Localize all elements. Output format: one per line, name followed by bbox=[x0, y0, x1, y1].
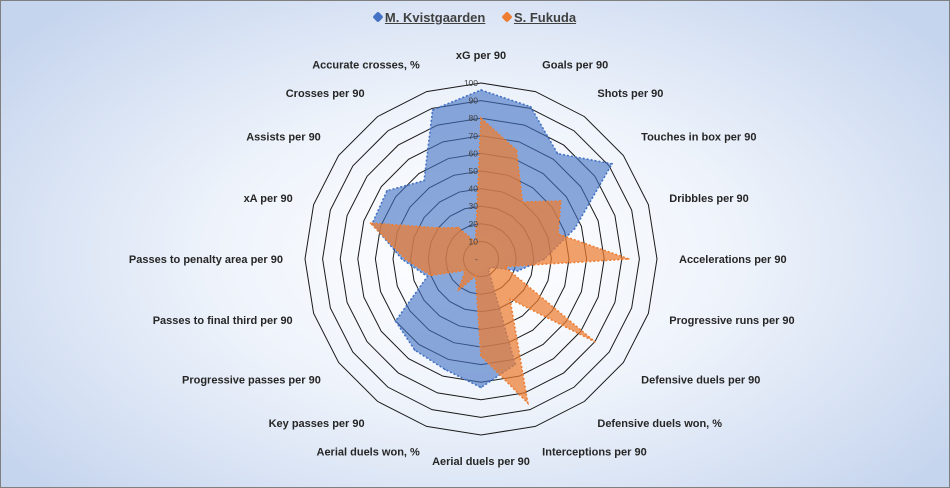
series-2-point-18 bbox=[437, 227, 440, 229]
axis-label-18: Assists per 90 bbox=[246, 132, 321, 144]
axis-label-15: Passes to final third per 90 bbox=[153, 315, 293, 327]
tick-label-30: 30 bbox=[469, 201, 479, 211]
legend-item-series-2[interactable]: S. Fukuda bbox=[501, 9, 577, 25]
tick-label-10: 10 bbox=[469, 236, 479, 246]
tick-label-0: - bbox=[475, 254, 478, 264]
axis-label-19: Crosses per 90 bbox=[286, 88, 365, 100]
axis-label-11: Aerial duels per 90 bbox=[432, 456, 530, 468]
series-1-point-7 bbox=[517, 270, 519, 272]
series-1-point-4 bbox=[611, 163, 613, 165]
series-1-point-13 bbox=[413, 349, 416, 351]
series-2-point-9 bbox=[509, 298, 511, 300]
series-1-point-14 bbox=[394, 320, 397, 322]
legend-item-series-1[interactable]: M. Kvistgaarden bbox=[372, 9, 486, 25]
axis-label-17: xA per 90 bbox=[244, 193, 293, 205]
gridline-90 bbox=[322, 100, 640, 418]
tick-label-50: 50 bbox=[469, 166, 479, 176]
series-2-point-3 bbox=[521, 201, 524, 203]
series-2-point-10 bbox=[526, 402, 529, 404]
series-1-point-19 bbox=[423, 179, 425, 182]
legend-label-series-2: S. Fukuda bbox=[513, 9, 577, 25]
series-area-2 bbox=[368, 116, 630, 406]
axis-label-20: Accurate crosses, % bbox=[312, 60, 420, 72]
series-2-point-15 bbox=[429, 274, 432, 277]
series-1-point-16 bbox=[401, 258, 403, 260]
legend-label-series-1: M. Kvistgaarden bbox=[384, 9, 486, 25]
tick-label-90: 90 bbox=[469, 96, 479, 106]
axis-label-13: Key passes per 90 bbox=[269, 418, 365, 430]
gridline-80 bbox=[339, 117, 623, 401]
series-2-point-16 bbox=[404, 258, 407, 260]
axis-label-1: xG per 90 bbox=[456, 50, 506, 62]
series-2-point-7 bbox=[503, 265, 506, 268]
series-1-point-20 bbox=[431, 109, 434, 111]
tick-label-40: 40 bbox=[469, 184, 479, 194]
axis-label-16: Passes to penalty area per 90 bbox=[129, 254, 283, 266]
series-2-point-17 bbox=[369, 222, 372, 224]
series-1-point-1 bbox=[480, 89, 482, 91]
series-2-point-6 bbox=[628, 258, 630, 260]
series-2-point-1 bbox=[480, 117, 482, 119]
series-2-point-19 bbox=[457, 226, 460, 229]
tick-label-70: 70 bbox=[469, 131, 479, 141]
series-2-point-2 bbox=[515, 149, 518, 151]
series-1-point-18 bbox=[386, 189, 388, 192]
axis-label-7: Progressive runs per 90 bbox=[669, 315, 794, 327]
series-2-point-4 bbox=[559, 200, 562, 202]
axis-label-9: Defensive duels won, % bbox=[597, 418, 722, 430]
series-2-point-11 bbox=[480, 355, 482, 357]
axis-label-3: Shots per 90 bbox=[597, 88, 663, 100]
series-2-point-8 bbox=[594, 340, 596, 343]
series-1-point-12 bbox=[444, 368, 446, 371]
series-2-point-5 bbox=[557, 233, 559, 235]
tick-label-100: 100 bbox=[464, 78, 478, 88]
series-1-point-2 bbox=[529, 105, 532, 108]
series-2-point-13 bbox=[457, 289, 460, 292]
axis-label-14: Progressive passes per 90 bbox=[182, 374, 321, 386]
axis-label-4: Touches in box per 90 bbox=[641, 132, 756, 144]
gridline-100 bbox=[304, 82, 658, 436]
series-2-point-12 bbox=[474, 274, 477, 277]
tick-label-60: 60 bbox=[469, 148, 479, 158]
series-1-point-3 bbox=[556, 152, 559, 155]
axis-label-2: Goals per 90 bbox=[542, 60, 608, 72]
tick-label-20: 20 bbox=[469, 219, 479, 229]
series-2-point-20 bbox=[474, 241, 477, 244]
axis-label-10: Interceptions per 90 bbox=[542, 446, 647, 458]
legend: M. Kvistgaarden S. Fukuda bbox=[1, 9, 949, 25]
series-1-point-15 bbox=[426, 275, 429, 278]
axis-label-12: Aerial duels won, % bbox=[317, 446, 421, 458]
axis-label-5: Dribbles per 90 bbox=[669, 193, 748, 205]
series-1-point-11 bbox=[480, 386, 482, 389]
axis-label-6: Accelerations per 90 bbox=[679, 254, 787, 266]
axis-label-8: Defensive duels per 90 bbox=[641, 374, 760, 386]
series-1-point-5 bbox=[573, 227, 576, 230]
series-2-point-14 bbox=[464, 269, 467, 272]
tick-label-80: 80 bbox=[469, 113, 479, 123]
